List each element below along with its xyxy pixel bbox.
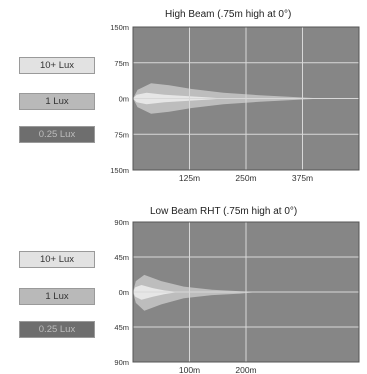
chart-title: Low Beam RHT (.75m high at 0°) — [150, 206, 298, 217]
y-tick-label: 45m — [114, 323, 129, 332]
x-tick-label: 125m — [179, 173, 200, 183]
low-beam-panel: Low Beam RHT (.75m high at 0°) 10+ Lux 1… — [0, 196, 367, 374]
plot-frame — [132, 26, 360, 171]
y-tick-label: 75m — [114, 59, 129, 68]
low-beam-chart: 90m 45m 0m 45m 90m 100m 200m — [114, 218, 360, 374]
x-tick-label: 375m — [292, 173, 313, 183]
legend-item: 1 Lux — [19, 288, 95, 305]
beam-region-1-lux — [133, 274, 258, 311]
x-tick-label: 100m — [179, 365, 200, 374]
plot-frame — [132, 221, 360, 363]
y-tick-label: 150m — [110, 166, 129, 175]
y-tick-label: 45m — [114, 253, 129, 262]
y-tick-label: 90m — [114, 358, 129, 367]
legend-item: 1 Lux — [19, 93, 95, 110]
x-tick-label: 250m — [235, 173, 256, 183]
y-tick-label: 0m — [119, 288, 129, 297]
y-tick-label: 75m — [114, 130, 129, 139]
legend-item: 0.25 Lux — [19, 321, 95, 338]
chart-title: High Beam (.75m high at 0°) — [165, 9, 292, 20]
y-tick-label: 90m — [114, 218, 129, 227]
legend-item: 10+ Lux — [19, 57, 95, 74]
high-beam-panel: High Beam (.75m high at 0°) 10+ Lux 1 Lu… — [0, 0, 367, 185]
legend-item: 0.25 Lux — [19, 126, 95, 143]
x-tick-label: 200m — [235, 365, 256, 374]
y-tick-label: 0m — [119, 95, 129, 104]
legend-item: 10+ Lux — [19, 251, 95, 268]
high-beam-chart: 150m 75m 0m 75m 150m 125m 250m 375m — [110, 23, 360, 183]
y-tick-label: 150m — [110, 23, 129, 32]
